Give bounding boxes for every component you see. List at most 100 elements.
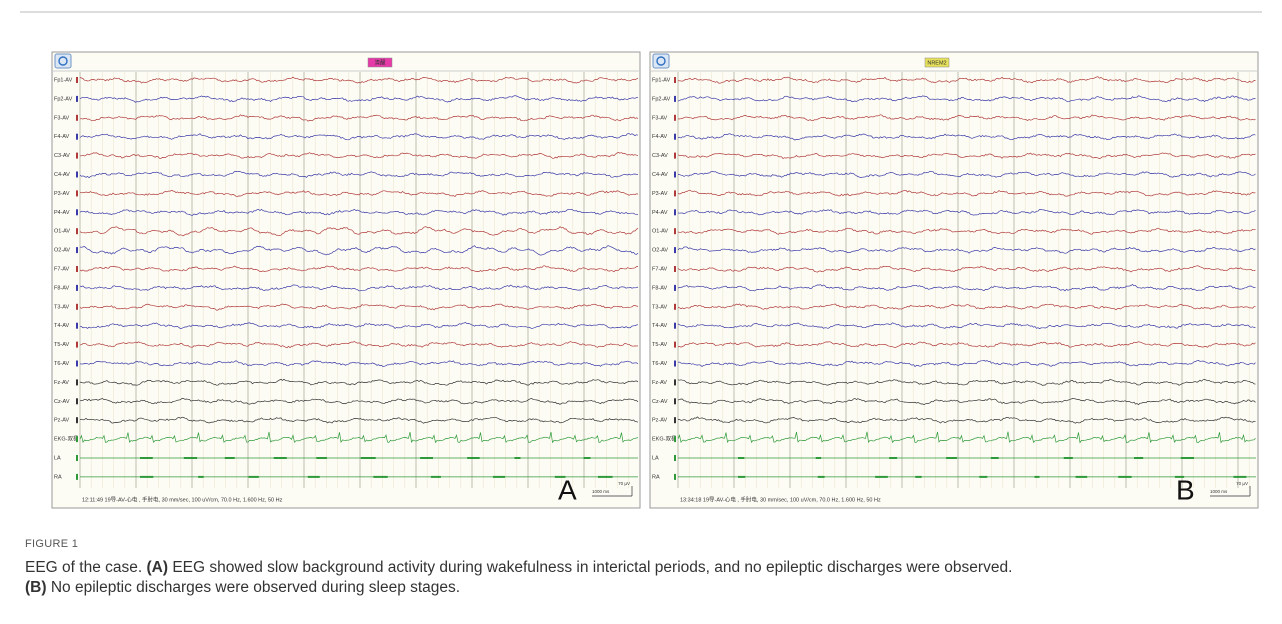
scale-time: 1000 ms bbox=[1210, 489, 1228, 494]
scale-bar bbox=[1210, 486, 1251, 497]
channel-flag bbox=[76, 247, 78, 254]
eeg-trace bbox=[79, 397, 639, 405]
eeg-trace bbox=[677, 152, 1256, 159]
channel-flag bbox=[674, 114, 676, 121]
eeg-panel: NREM2 Fp1-AV Fp2-AV F3-AV F4-AV C3-AV C4-AV P3-… bbox=[649, 51, 1259, 509]
eeg-trace bbox=[677, 227, 1256, 235]
channel-label: T4-AV bbox=[652, 323, 668, 329]
channel-label: F7-AV bbox=[652, 266, 668, 272]
channel-flag bbox=[674, 266, 676, 272]
eeg-trace bbox=[678, 170, 1256, 178]
eeg-trace bbox=[79, 360, 639, 367]
eeg-trace bbox=[677, 189, 1256, 197]
channel-flag bbox=[674, 473, 676, 480]
eeg-trace bbox=[79, 341, 639, 349]
eeg-trace bbox=[677, 209, 1256, 216]
channel-flag bbox=[76, 417, 78, 424]
panel-bg bbox=[51, 51, 641, 509]
channel-label: F7-AV bbox=[54, 266, 70, 272]
eeg-trace bbox=[79, 208, 639, 216]
eeg-trace bbox=[79, 171, 639, 179]
eeg-trace bbox=[677, 416, 1256, 424]
eeg-trace bbox=[79, 245, 639, 256]
stage-marker bbox=[367, 57, 393, 68]
eeg-trace bbox=[79, 226, 639, 237]
channel-label: F8-AV bbox=[54, 285, 70, 291]
channel-flag bbox=[674, 455, 676, 461]
scale-amp: 70 µV bbox=[1236, 481, 1248, 486]
channel-flag bbox=[674, 360, 676, 367]
panel-bg bbox=[649, 51, 1259, 509]
channel-flag bbox=[76, 322, 78, 329]
figure-label: FIGURE 1 bbox=[25, 538, 79, 550]
channel-flag bbox=[76, 379, 78, 386]
channel-flag bbox=[76, 171, 78, 178]
eeg-trace bbox=[677, 95, 1256, 103]
channel-label: O1-AV bbox=[652, 229, 668, 235]
eeg-trace bbox=[677, 114, 1256, 122]
eeg-trace bbox=[79, 114, 639, 122]
channel-label: P4-AV bbox=[54, 210, 70, 216]
eeg-trace bbox=[677, 360, 1256, 368]
toolbar-icon-ring bbox=[58, 56, 68, 66]
channel-label: Fp1-AV bbox=[54, 77, 73, 83]
channel-flag bbox=[674, 284, 676, 291]
channel-label: P4-AV bbox=[652, 210, 668, 216]
channel-label: RA bbox=[652, 474, 660, 480]
channel-label: EKG-双极 bbox=[652, 435, 677, 443]
eeg-trace bbox=[677, 284, 1256, 292]
channel-flag bbox=[674, 322, 676, 329]
channel-flag bbox=[674, 436, 676, 443]
channel-label: T3-AV bbox=[54, 304, 70, 310]
channel-label: C4-AV bbox=[54, 172, 70, 178]
stage-marker-label: NREM2 bbox=[927, 60, 946, 66]
channel-flag bbox=[674, 247, 676, 254]
eeg-trace bbox=[79, 431, 639, 444]
channel-flag bbox=[674, 171, 676, 178]
toolbar-icon bbox=[54, 53, 72, 69]
channel-flag bbox=[674, 379, 676, 386]
channel-label: O2-AV bbox=[54, 248, 70, 254]
channel-flag bbox=[674, 190, 676, 197]
caption-tag: (A) bbox=[146, 559, 169, 576]
channel-flag bbox=[674, 341, 676, 348]
toolbar-icon bbox=[652, 53, 670, 69]
eeg-trace bbox=[677, 341, 1256, 348]
channel-flag bbox=[76, 228, 78, 235]
eeg-trace bbox=[677, 265, 1256, 273]
channel-label: F3-AV bbox=[54, 115, 70, 121]
eeg-trace bbox=[677, 322, 1256, 330]
scale-amp: 70 µV bbox=[618, 481, 630, 486]
channel-label: F8-AV bbox=[652, 285, 668, 291]
eeg-trace bbox=[677, 133, 1256, 141]
channel-flag bbox=[76, 209, 78, 216]
channel-label: F4-AV bbox=[54, 134, 70, 140]
stage-marker-label: 清醒 bbox=[374, 58, 386, 66]
channel-flag bbox=[76, 398, 78, 405]
channel-label: Pz-AV bbox=[54, 418, 70, 424]
channel-flag bbox=[76, 152, 78, 159]
channel-label: P3-AV bbox=[652, 191, 668, 197]
channel-label: C3-AV bbox=[652, 153, 668, 159]
channel-flag bbox=[76, 284, 78, 291]
channel-flag bbox=[76, 436, 78, 443]
panel-letter: B bbox=[1176, 474, 1195, 505]
caption-tag: (B) bbox=[25, 579, 47, 596]
channel-label: T4-AV bbox=[54, 323, 70, 329]
channel-label: T5-AV bbox=[652, 342, 668, 348]
channel-label: Fp2-AV bbox=[54, 96, 73, 102]
scale-bar bbox=[592, 486, 633, 497]
channel-label: Cz-AV bbox=[652, 399, 668, 405]
channel-flag bbox=[76, 190, 78, 197]
eeg-trace bbox=[677, 303, 1256, 311]
channel-flag bbox=[76, 133, 78, 140]
channel-label: O1-AV bbox=[54, 229, 70, 235]
caption-part: No epileptic discharges were observed du… bbox=[50, 579, 461, 596]
channel-label: Fz-AV bbox=[652, 380, 667, 386]
eeg-trace bbox=[79, 284, 639, 292]
channel-label: O2-AV bbox=[652, 248, 668, 254]
eeg-trace bbox=[79, 265, 639, 273]
channel-flag bbox=[674, 152, 676, 159]
channel-label: C3-AV bbox=[54, 153, 70, 159]
